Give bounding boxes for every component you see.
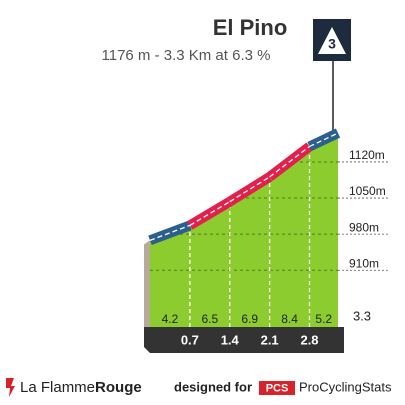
side-face [144,240,150,327]
designed-for: designed for [174,379,252,394]
x-tick-label: 3.3 [353,308,371,323]
gradient-label: 8.4 [281,312,298,326]
pcs-logo [259,381,295,395]
gradient-label: 4.2 [162,312,179,326]
site-name: ProCyclingStats [299,379,392,394]
x-tick-label: 2.1 [261,332,279,347]
plot: 910m 980m 1050m 1120m 4.2 6.5 6.9 8.4 5.2 0.7 1.4 2… [144,128,390,353]
x-tick-label: 0.7 [181,332,199,347]
brand-bold: Rouge [95,379,142,396]
profile-area [150,133,338,327]
brand: La FlammeRouge [20,379,142,396]
road-segment [187,197,233,230]
road-center [269,145,310,178]
y-tick-label: 980m [349,220,379,234]
flag-icon [6,378,15,397]
footer: La FlammeRouge designed for PCS ProCycli… [6,378,392,397]
road-segment [227,172,273,206]
brand-text: La Flamme [20,379,95,396]
gradient-label: 6.5 [201,312,218,326]
road-center [149,224,191,241]
pcs-label: PCS [266,382,289,394]
x-tick-label: 2.8 [300,332,318,347]
y-tick-label: 910m [349,256,379,270]
chart-title: El Pino [213,15,288,40]
y-tick-label: 1120m [349,148,385,162]
x-tick-label: 1.4 [221,332,240,347]
road-center [309,132,339,148]
gradient-label: 5.2 [315,312,332,326]
y-tick-label: 1050m [349,184,386,198]
badge-triangle [318,27,346,54]
gradient-label: 6.9 [241,312,258,326]
base-bar [144,327,344,353]
category-label: 3 [328,36,336,52]
chart-subtitle: 1176 m - 3.3 Km at 6.3 % [102,47,271,64]
